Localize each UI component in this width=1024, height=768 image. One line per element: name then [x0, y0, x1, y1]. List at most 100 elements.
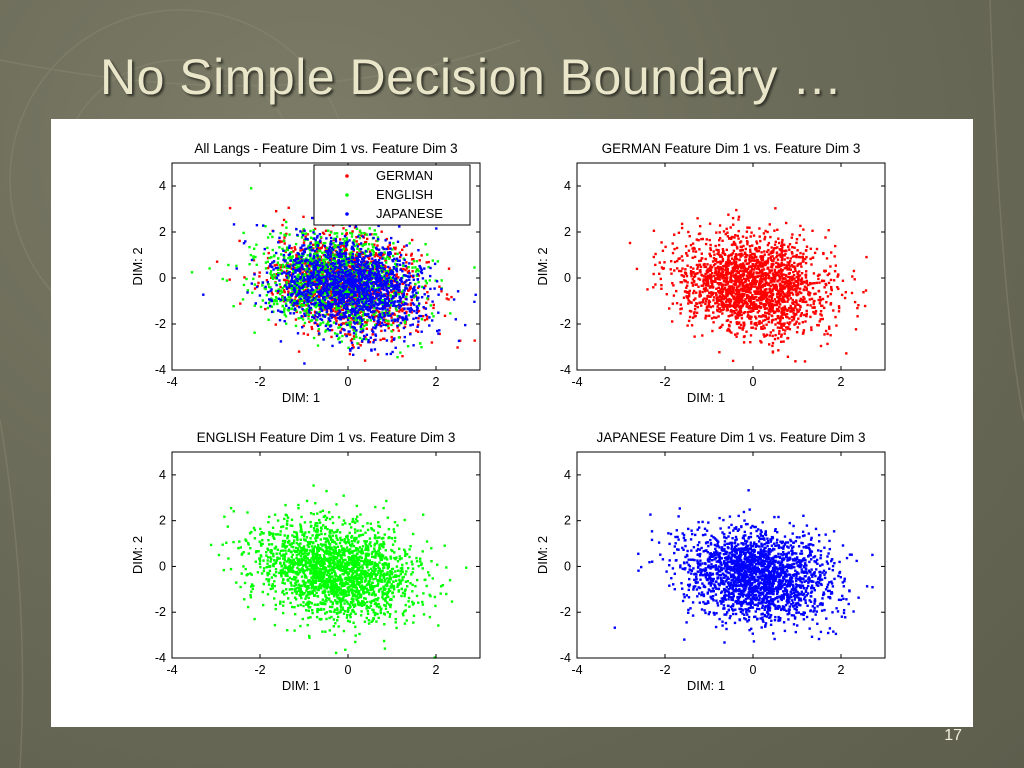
scatter-point [347, 299, 350, 302]
scatter-point [803, 300, 806, 304]
scatter-point [355, 335, 358, 339]
scatter-point [358, 291, 361, 294]
scatter-point [372, 264, 376, 267]
scatter-point [311, 283, 314, 286]
scatter-point [277, 241, 280, 244]
scatter-point [272, 255, 276, 258]
scatter-point [752, 297, 756, 301]
scatter-point [769, 331, 772, 334]
scatter-point [282, 300, 286, 303]
scatter-point [361, 338, 364, 341]
scatter-point [407, 314, 411, 317]
scatter-point [328, 273, 332, 276]
scatter-point [351, 284, 354, 287]
scatter-point [253, 287, 257, 290]
scatter-point [777, 349, 780, 352]
y-tick-label: -2 [155, 317, 166, 331]
scatter-point [274, 266, 278, 270]
scatter-point [307, 263, 311, 267]
scatter-point [779, 273, 782, 276]
scatter-point [765, 307, 768, 310]
scatter-point [363, 297, 366, 300]
scatter-point [851, 275, 854, 278]
scatter-point [366, 297, 369, 300]
scatter-point [383, 268, 386, 271]
scatter-point [382, 275, 385, 279]
scatter-point [375, 275, 379, 278]
scatter-point [671, 320, 674, 323]
scatter-point [362, 293, 365, 296]
scatter-point [322, 289, 326, 293]
scatter-point [428, 324, 431, 327]
scatter-point [305, 298, 308, 301]
scatter-point [352, 249, 355, 253]
scatter-point [788, 248, 791, 251]
scatter-point [403, 281, 406, 284]
scatter-point [736, 332, 739, 335]
scatter-point [771, 334, 774, 338]
scatter-point [748, 254, 752, 258]
scatter-point [351, 265, 354, 268]
scatter-point [779, 318, 782, 321]
scatter-point [335, 246, 339, 249]
scatter-point [367, 284, 370, 288]
scatter-point [429, 287, 432, 291]
scatter-point [246, 289, 250, 292]
scatter-point [377, 319, 380, 322]
scatter-point [363, 251, 366, 254]
scatter-point [291, 287, 295, 290]
scatter-point [824, 329, 828, 333]
scatter-point [319, 307, 322, 310]
scatter-point [316, 281, 319, 284]
scatter-point [342, 300, 346, 303]
scatter-point [276, 268, 280, 272]
scatter-point [317, 290, 321, 293]
scatter-point [381, 252, 385, 256]
plot-frame [171, 162, 481, 371]
scatter-point [379, 278, 382, 282]
scatter-point [263, 247, 266, 251]
scatter-point [389, 271, 392, 274]
scatter-point [416, 273, 420, 276]
scatter-point [333, 272, 337, 275]
scatter-point [374, 338, 377, 341]
scatter-point [399, 255, 402, 259]
scatter-point [328, 267, 332, 271]
scatter-point [282, 278, 286, 282]
scatter-point [390, 236, 393, 240]
scatter-point [376, 323, 379, 327]
scatter-point [294, 299, 297, 303]
scatter-point [312, 272, 315, 275]
scatter-point [278, 236, 281, 239]
scatter-point [419, 314, 423, 318]
scatter-point [433, 262, 437, 266]
scatter-point [270, 288, 273, 291]
scatter-point [283, 290, 286, 294]
scatter-point [411, 270, 414, 273]
scatter-point [759, 339, 762, 343]
scatter-point [389, 314, 392, 317]
scatter-point [305, 257, 308, 260]
scatter-point [395, 273, 398, 276]
scatter-point [266, 256, 270, 260]
scatter-point [387, 311, 391, 314]
scatter-point [329, 277, 332, 281]
scatter-point [312, 247, 315, 250]
scatter-point [759, 298, 762, 301]
scatter-point [349, 254, 352, 258]
scatter-point [290, 288, 293, 291]
scatter-point [722, 230, 726, 233]
scatter-point [408, 242, 411, 245]
scatter-point [400, 290, 404, 294]
scatter-point [362, 312, 365, 315]
scatter-point [327, 317, 330, 320]
scatter-point [416, 325, 419, 328]
scatter-point [349, 277, 352, 280]
scatter-point [283, 320, 286, 323]
scatter-point [316, 242, 320, 245]
scatter-point [701, 237, 704, 241]
scatter-point [351, 298, 355, 302]
scatter-point [314, 259, 317, 262]
scatter-point [344, 291, 348, 294]
scatter-point [321, 259, 325, 262]
